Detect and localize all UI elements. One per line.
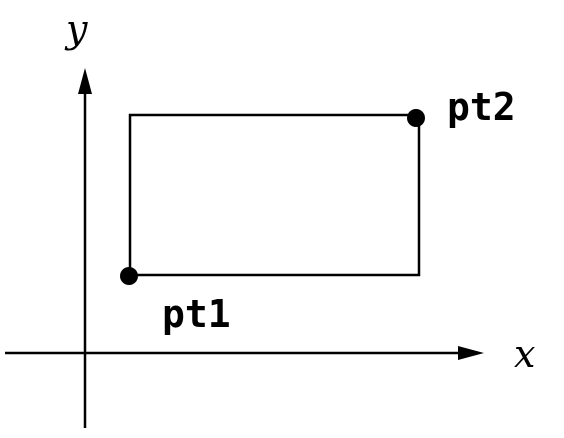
y-axis-label: y xyxy=(64,7,88,51)
x-axis-arrowhead xyxy=(458,346,484,360)
x-axis-label: x xyxy=(514,332,535,376)
y-axis: y xyxy=(64,7,92,428)
point-2: pt2 xyxy=(407,85,516,129)
point-1-label: pt1 xyxy=(162,292,231,336)
point-2-dot xyxy=(407,109,425,127)
point-2-label: pt2 xyxy=(447,85,516,129)
x-axis: x xyxy=(5,332,535,376)
point-1-dot xyxy=(120,267,138,285)
y-axis-arrowhead xyxy=(78,68,92,94)
point-1: pt1 xyxy=(120,267,231,336)
rectangle-outline xyxy=(128,113,421,277)
